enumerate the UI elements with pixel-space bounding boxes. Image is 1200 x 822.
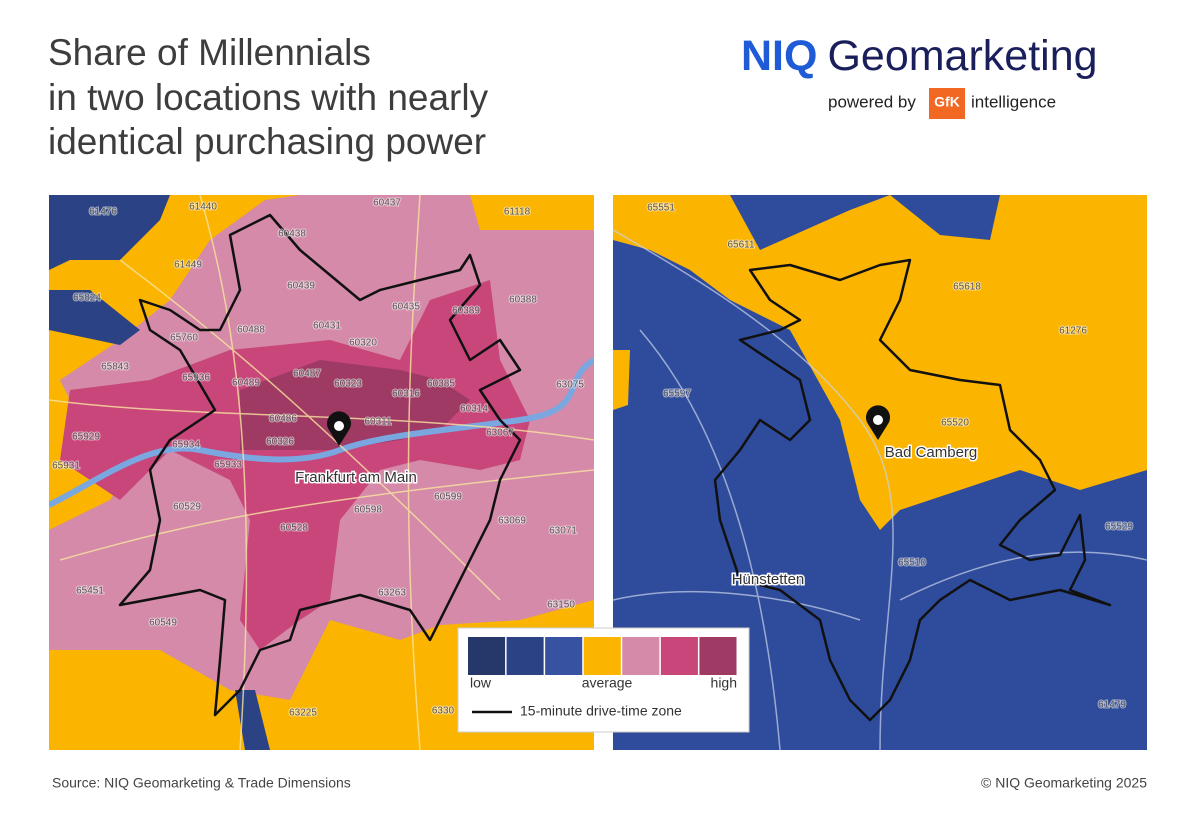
postcode-label: 65929 [72, 432, 100, 443]
title-line: Share of Millennials [48, 32, 371, 73]
postcode-label: 60320 [349, 338, 377, 349]
postcode-label: 60486 [269, 414, 297, 425]
postcode-label: 65824 [73, 293, 101, 304]
region [240, 360, 470, 450]
postcode-label: 65618 [953, 282, 981, 293]
postcode-label: 63225 [289, 708, 317, 719]
postcode-label: 60323 [334, 379, 362, 390]
postcode-label: 60388 [509, 295, 537, 306]
postcode-label: 65611 [727, 240, 755, 251]
legend-low: low [470, 675, 492, 691]
postcode-label: 60489 [232, 378, 260, 389]
postcode-label: 65934 [172, 440, 200, 451]
pin-center [334, 421, 344, 431]
logo: NIQ Geomarketing [741, 32, 1098, 80]
postcode-label: 60314 [460, 404, 488, 415]
legend-high: high [711, 675, 737, 691]
labels: 65551 65611 65618 61276 65597 65520 65529 65510… [646, 202, 1134, 712]
road [613, 229, 1147, 750]
river [49, 357, 594, 508]
postcode-label: 61449 [174, 260, 202, 271]
postcode-label: 60487 [293, 369, 321, 380]
postcode-label: 61276 [1059, 326, 1087, 337]
postcode-label: 60385 [427, 379, 455, 390]
postcode-label: 63263 [378, 588, 406, 599]
intelligence: intelligence [971, 92, 1056, 111]
road [49, 195, 594, 750]
postcode-label: 61479 [1098, 700, 1126, 711]
postcode-label: 60529 [173, 502, 201, 513]
postcode-label: 65529 [1105, 522, 1133, 533]
postcode-label: 63075 [556, 380, 584, 391]
postcode-label: 63071 [549, 526, 577, 537]
source: Source: NIQ Geomarketing & Trade Dimensi… [52, 775, 351, 791]
postcode-label: 60316 [392, 389, 420, 400]
postcode-label: 61440 [189, 202, 217, 213]
legend-swatch [699, 637, 737, 675]
postcode-label: 65597 [663, 389, 691, 400]
place-label: Bad Camberg [885, 444, 978, 461]
legend-swatch [545, 637, 583, 675]
title-line: identical purchasing power [48, 121, 486, 162]
powered-by: powered by [828, 92, 916, 111]
pin-center [873, 415, 883, 425]
postcode-label: 65510 [898, 558, 926, 569]
postcode-label: 60437 [373, 198, 401, 209]
postcode-label: 60431 [313, 321, 341, 332]
labels: 61476 61440 60437 61118 60438 61449 65824 60439… [51, 197, 585, 720]
postcode-label: 65936 [182, 373, 210, 384]
drive-time-zone [713, 258, 1112, 722]
legend-swatch [583, 637, 621, 675]
postcode-label: 60435 [392, 302, 420, 313]
legend-swatch [506, 637, 544, 675]
postcode-label: 60439 [287, 281, 315, 292]
legend-average: average [582, 675, 633, 691]
legend-swatch [468, 637, 506, 675]
map-frankfurt: 61476 61440 60437 61118 60438 61449 65824 60439… [49, 195, 594, 750]
postcode-label: 60599 [434, 492, 462, 503]
postcode-label: 63150 [547, 600, 575, 611]
postcode-label: 60438 [278, 229, 306, 240]
postcode-label: 60389 [452, 306, 480, 317]
logo-brand: NIQ [741, 32, 817, 80]
postcode-label: 63067 [486, 428, 514, 439]
drive-time-zone [118, 213, 522, 717]
postcode-label: 63069 [498, 516, 526, 527]
postcode-label: 60326 [266, 437, 294, 448]
region [60, 280, 530, 650]
title-line: in two locations with nearly [48, 77, 489, 118]
postcode-label: 65551 [647, 203, 675, 214]
postcode-label: 60311 [364, 417, 392, 428]
region [49, 195, 270, 750]
copyright: © NIQ Geomarketing 2025 [981, 775, 1147, 791]
legend-swatch [660, 637, 698, 675]
postcode-label: 61476 [89, 207, 117, 218]
legend: low average high 15-minute drive-time zo… [457, 627, 750, 733]
postcode-label: 60549 [149, 618, 177, 629]
place-label: Frankfurt am Main [295, 469, 417, 486]
postcode-label: 60598 [354, 505, 382, 516]
postcode-label: 65931 [52, 461, 80, 472]
postcode-label: 65843 [101, 362, 129, 373]
gfk-box [929, 88, 965, 119]
legend-swatch [622, 637, 660, 675]
region [613, 195, 1147, 530]
postcode-label: 65933 [214, 460, 242, 471]
postcode-label: 65451 [76, 586, 104, 597]
legend-line-label: 15-minute drive-time zone [520, 703, 682, 719]
gfk: GfK [934, 94, 960, 110]
postcode-label: 65520 [941, 418, 969, 429]
postcode-label: 65760 [170, 333, 198, 344]
postcode-label: 60488 [237, 325, 265, 336]
postcode-label: 6330 [432, 706, 455, 717]
postcode-label: 60528 [280, 523, 308, 534]
place-label: Hünstetten [732, 571, 805, 588]
region [890, 195, 1000, 240]
postcode-label: 61118 [504, 207, 531, 218]
logo-name: Geomarketing [827, 32, 1097, 80]
